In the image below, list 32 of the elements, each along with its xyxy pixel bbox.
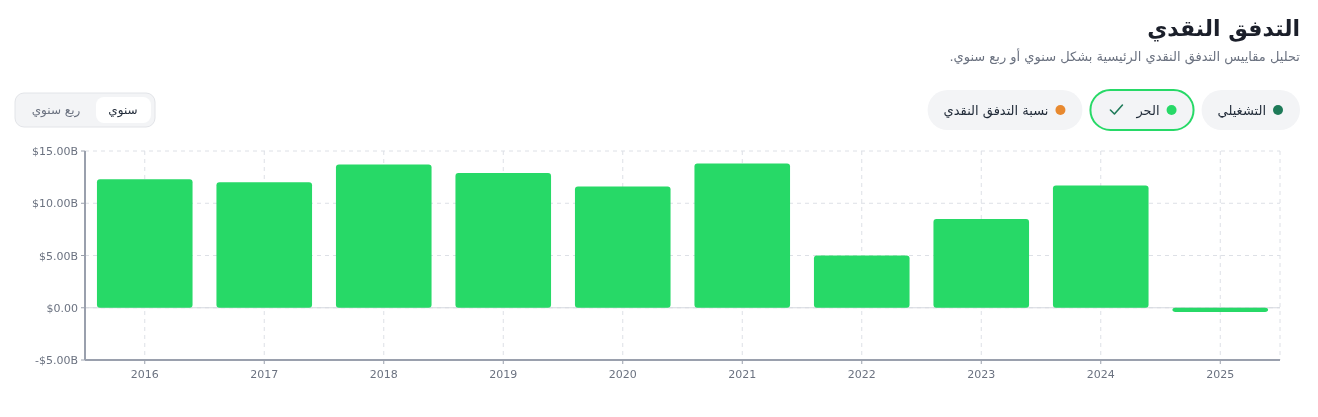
- bar: [1172, 307, 1269, 312]
- legend-label: نسبة التدفق النقدي: [943, 103, 1049, 119]
- x-tick-label: 2025: [1206, 368, 1235, 381]
- y-tick-label: $15.00B: [31, 145, 78, 158]
- bar: [813, 255, 910, 308]
- legend-label: الحر: [1135, 103, 1160, 119]
- text: ربع سنوي: [31, 103, 81, 118]
- bar: [933, 218, 1030, 308]
- chart-subtitle: تحليل مقاييس التدفق النقدي الرئيسية بشكل سنوي أو ربع سنوي.: [949, 48, 1301, 65]
- x-tick-label: 2020: [608, 368, 637, 381]
- x-tick-label: 2024: [1086, 368, 1115, 381]
- bar: [1052, 185, 1149, 308]
- x-tick-label: 2016: [130, 368, 159, 381]
- bar: [694, 163, 791, 308]
- x-tick-label: 2023: [967, 368, 996, 381]
- x-tick-label: 2018: [369, 368, 398, 381]
- y-tick-label: $5.00B: [38, 249, 78, 263]
- text: سنوي: [108, 103, 138, 118]
- x-tick-label: 2022: [847, 368, 876, 381]
- x-tick-label: 2017: [250, 368, 279, 381]
- bar: [455, 172, 552, 308]
- x-tick-label: 2019: [489, 368, 518, 381]
- bar: [574, 186, 671, 308]
- x-tick-label: 2021: [728, 368, 757, 381]
- chart-title: التدفق النقدي: [1147, 16, 1300, 42]
- y-tick-label: -$5.00B: [34, 354, 78, 367]
- bar: [96, 179, 193, 308]
- bar: [335, 164, 432, 308]
- legend-label: التشغيلي: [1217, 103, 1266, 118]
- y-tick-label: $0.00: [46, 301, 78, 315]
- bar: [216, 182, 313, 308]
- y-tick-label: $10.00B: [31, 197, 78, 211]
